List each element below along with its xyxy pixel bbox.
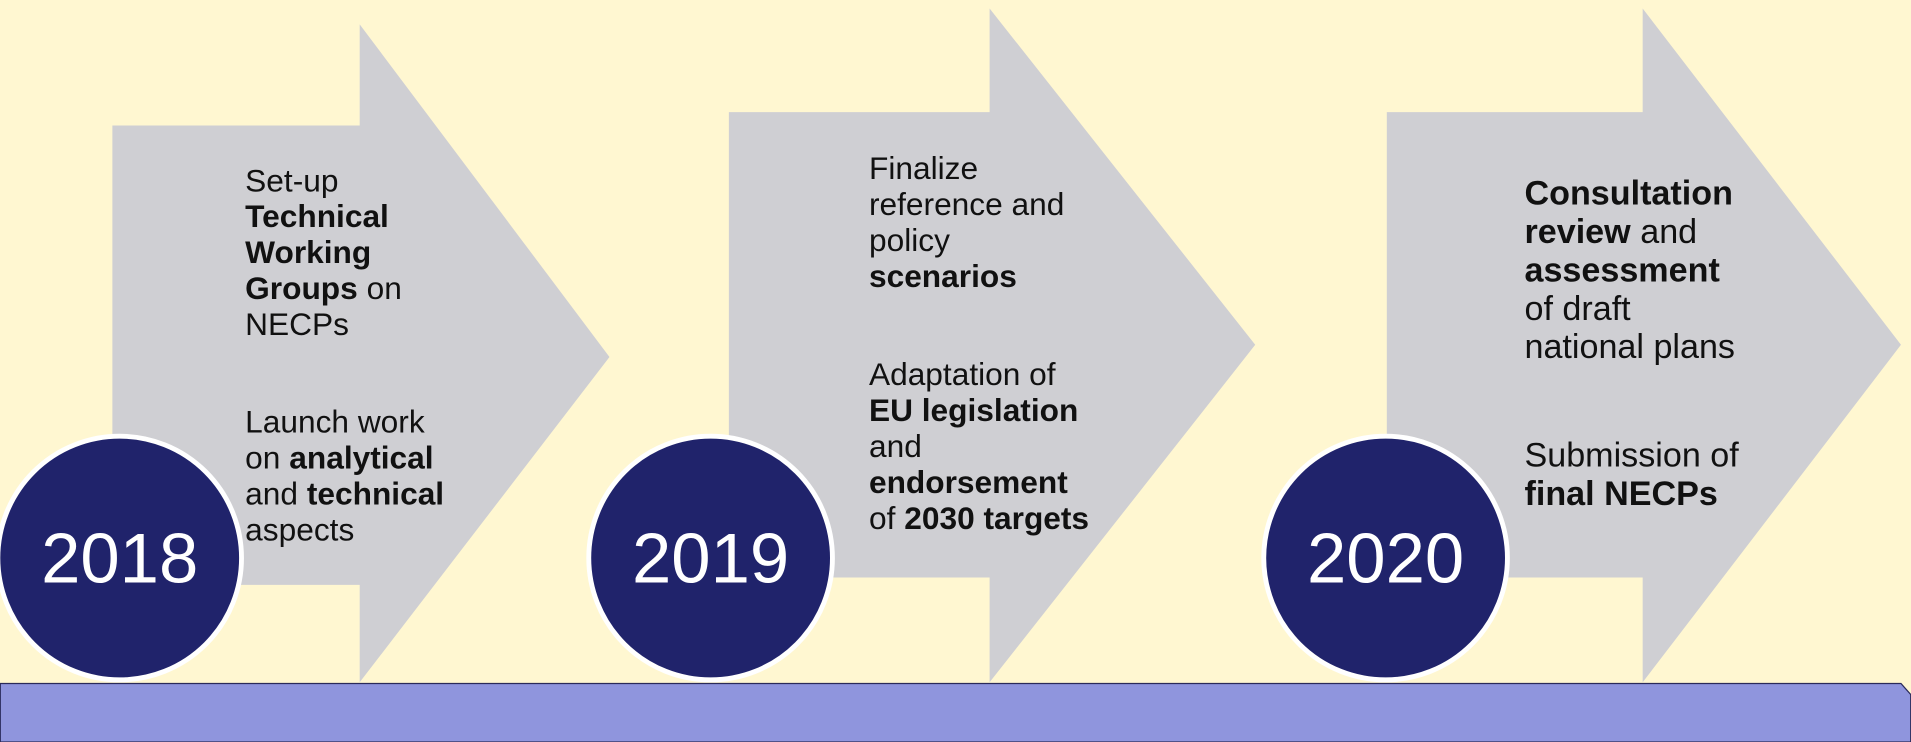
text-run: Submission of xyxy=(1524,437,1739,475)
bold-text: analytical xyxy=(289,439,433,475)
step-text-line: endorsement xyxy=(869,464,1068,500)
step-text-line: of draft xyxy=(1524,290,1631,328)
step-text-line: aspects xyxy=(245,511,354,547)
step-text-line: EU legislation xyxy=(869,392,1078,428)
bold-text: scenarios xyxy=(869,258,1017,294)
year-circle xyxy=(0,433,244,683)
step-text-line: review and xyxy=(1524,213,1697,251)
year-circle xyxy=(1261,433,1510,683)
step-text-line: Working xyxy=(245,234,371,270)
step-text-line: national plans xyxy=(1524,328,1735,366)
text-run: on xyxy=(245,439,280,475)
year-label: 2019 xyxy=(632,518,789,597)
step-text-line: Launch work xyxy=(245,404,425,440)
text-run: of draft xyxy=(1524,290,1631,328)
step-text-line: policy xyxy=(869,222,950,258)
step-text-line: Consultation xyxy=(1524,175,1732,213)
text-run: policy xyxy=(869,222,950,258)
year-label: 2018 xyxy=(41,518,198,597)
step-text-line: Adaptation of xyxy=(869,356,1056,392)
text-run: national plans xyxy=(1524,328,1735,366)
text-run: reference and xyxy=(869,186,1064,222)
bold-text: EU legislation xyxy=(869,392,1078,428)
year-label: 2020 xyxy=(1307,518,1464,597)
step-text-line: Technical xyxy=(245,198,389,234)
step-text-line: and technical xyxy=(245,475,444,511)
step-text-line: scenarios xyxy=(869,258,1017,294)
step-text-line: reference and xyxy=(869,186,1064,222)
text-run: of xyxy=(869,500,896,536)
bold-text: Consultation xyxy=(1524,175,1732,213)
bold-text: review xyxy=(1524,213,1631,251)
text-run: NECPs xyxy=(245,306,349,342)
year-circle xyxy=(586,433,835,683)
step-text-line: Set-up xyxy=(245,162,338,198)
text-run: aspects xyxy=(245,511,354,547)
step-text-line: of 2030 targets xyxy=(869,500,1089,536)
arrow xyxy=(1386,8,1901,683)
text-run: on xyxy=(367,270,402,306)
arrow xyxy=(728,8,1256,683)
step-text-line: Submission of xyxy=(1524,437,1739,475)
step-text-line: Finalize xyxy=(869,150,978,186)
step-text-line: and xyxy=(869,428,922,464)
bold-text: Working xyxy=(245,234,371,270)
text-run: Adaptation of xyxy=(869,356,1056,392)
text-run: and xyxy=(245,475,298,511)
text-run: Finalize xyxy=(869,150,978,186)
bold-text: Technical xyxy=(245,198,389,234)
step-text-line: on analytical xyxy=(245,439,433,475)
bold-text: endorsement xyxy=(869,464,1068,500)
text-run: and xyxy=(869,428,922,464)
bold-text: Groups xyxy=(245,270,358,306)
bottom-bar xyxy=(0,682,1911,742)
bold-text: 2030 targets xyxy=(904,500,1089,536)
step-text-line: Groups on xyxy=(245,270,402,306)
step-text-line: NECPs xyxy=(245,306,349,342)
step-text-line: assessment xyxy=(1524,251,1719,289)
bold-text: assessment xyxy=(1524,251,1719,289)
text-run: Launch work xyxy=(245,404,425,440)
text-run: and xyxy=(1640,213,1697,251)
step-text-line: final NECPs xyxy=(1524,475,1717,513)
bold-text: technical xyxy=(307,475,444,511)
text-run: Set-up xyxy=(245,162,338,198)
bold-text: final NECPs xyxy=(1524,475,1717,513)
